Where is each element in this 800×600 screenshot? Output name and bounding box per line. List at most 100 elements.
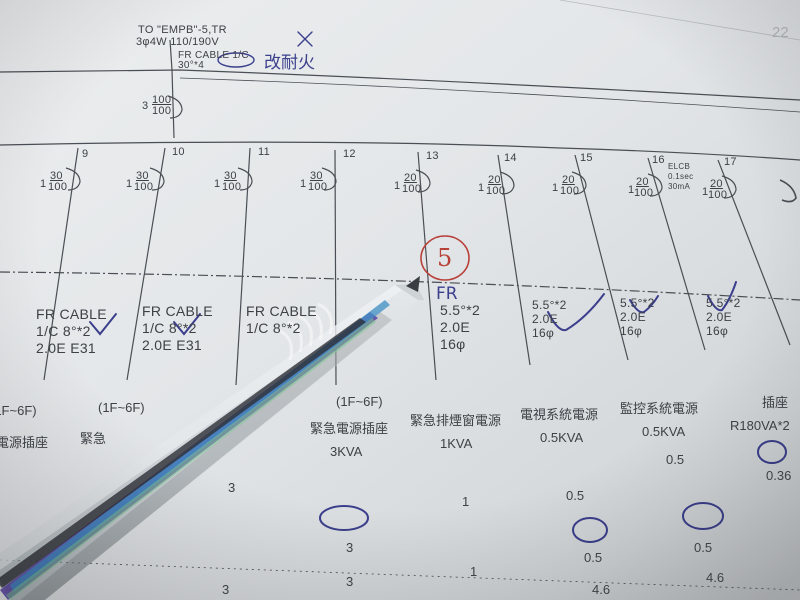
cable-ground: 2.0E	[620, 310, 646, 324]
elcb-time: 0.1sec	[668, 172, 694, 181]
value-2-1: 0.5	[584, 550, 603, 565]
cable-ground: 2.0E	[706, 310, 732, 324]
circled-number-mark: 5	[437, 244, 453, 272]
value-3-3: 4.6	[592, 582, 611, 597]
breaker-frame: 100	[48, 181, 68, 193]
header-cable-spec: 30°*4	[178, 60, 205, 71]
circuit-number: 13	[426, 150, 439, 162]
breaker-frame: 100	[486, 185, 506, 197]
value-3-1: 3	[346, 574, 354, 589]
load-name-5: 電視系統電源	[520, 407, 599, 422]
load-name-3: 緊急電源插座	[310, 421, 389, 436]
circuit-number: 11	[258, 146, 271, 158]
floor-label-3: (1F~6F)	[336, 394, 383, 409]
breaker-frame: 100	[402, 183, 422, 195]
cable-type: FR CABLE	[246, 303, 317, 319]
value-3-2: 1	[470, 564, 478, 579]
circuit-number: 10	[172, 146, 185, 158]
value-2-2: 0.5	[694, 540, 713, 555]
load-name-4: 緊急排煙窗電源	[410, 413, 502, 428]
breaker-poles: 1	[628, 184, 635, 196]
cable-conduit: 16φ	[620, 324, 643, 338]
cable-size: 1/C 8°*2	[142, 320, 197, 336]
circuit-number: 14	[504, 152, 517, 164]
value-0-0: 0.5	[666, 452, 685, 467]
cable-conduit: 16φ	[706, 324, 729, 338]
cable-block-6: 5.5°*2 2.0E 16φ	[620, 296, 655, 338]
load-name-6: 監控系統電源	[620, 401, 699, 416]
breaker-poles: 1	[394, 180, 401, 192]
cable-block-4: 5.5°*2 2.0E 16φ	[440, 302, 480, 353]
value-3-4: 4.6	[706, 570, 725, 585]
cable-block-1: FR CABLE 1/C 8°*2 2.0E E31	[36, 306, 107, 357]
cable-size: 5.5°*2	[440, 302, 481, 318]
feeder-frame: 100	[152, 105, 172, 117]
breaker-rating: 30	[136, 170, 149, 182]
breaker-rating: 30	[224, 170, 237, 182]
value-1-1: 1	[462, 494, 470, 509]
load-kva-6: 0.5KVA	[642, 424, 686, 439]
feeder-rating: 100	[152, 94, 172, 106]
breaker-frame: 100	[308, 181, 328, 193]
floor-label-2: (1F~6F)	[98, 400, 145, 415]
cable-ground: 2.0E	[532, 312, 558, 326]
cable-ground: 2.0E	[440, 319, 470, 335]
load-name-7: 插座	[762, 395, 789, 410]
floor-label-1: (1F~6F)	[0, 403, 37, 418]
circuit-number: 12	[343, 148, 356, 160]
breaker-frame: 100	[222, 181, 242, 193]
load-kva-3: 3KVA	[330, 444, 363, 459]
cable-block-5: 5.5°*2 2.0E 16φ	[532, 298, 567, 340]
page-corner-number: 22	[772, 24, 789, 41]
breaker-poles: 1	[214, 178, 221, 190]
breaker-rating: 20	[636, 176, 649, 188]
breaker-poles: 1	[702, 186, 709, 198]
value-3-0: 3	[222, 582, 230, 597]
breaker-frame: 100	[560, 185, 580, 197]
breaker-frame: 100	[134, 181, 154, 193]
feeder-poles: 3	[142, 100, 149, 112]
breaker-frame: 100	[634, 187, 654, 199]
value-1-2: 0.5	[566, 488, 585, 503]
cable-conduit: 2.0E E31	[36, 340, 96, 356]
breaker-poles: 1	[40, 178, 47, 190]
cable-size: 5.5°*2	[532, 298, 567, 312]
breaker-rating: 20	[710, 178, 723, 190]
cable-size: 1/C 8°*2	[246, 320, 301, 336]
load-kva-5: 0.5KVA	[540, 430, 584, 445]
breaker-rating: 20	[562, 174, 575, 186]
header-line-2: 3φ4W 110/190V	[136, 36, 219, 48]
header-line-1: TO "EMPB"-5,TR	[138, 24, 227, 36]
cable-conduit: 16φ	[532, 326, 555, 340]
elcb-label: ELCB	[668, 162, 691, 171]
load-name-1: 電源插座	[0, 435, 49, 450]
circuit-number: 15	[580, 152, 593, 164]
cable-block-7: 5.5°*2 2.0E 16φ	[706, 296, 741, 338]
breaker-rating: 20	[488, 174, 501, 186]
circuit-number: 16	[652, 154, 665, 166]
cable-size: 1/C 8°*2	[36, 323, 91, 339]
cable-size: 5.5°*2	[706, 296, 741, 310]
elcb-current: 30mA	[668, 182, 691, 191]
breaker-poles: 1	[126, 178, 133, 190]
cable-block-2: FR CABLE 1/C 8°*2 2.0E E31	[142, 303, 213, 354]
load-kva-7: R180VA*2	[730, 418, 790, 433]
cable-conduit: 16φ	[440, 336, 466, 352]
breaker-poles: 1	[300, 178, 307, 190]
breaker-rating: 20	[404, 172, 417, 184]
cable-block-3: FR CABLE 1/C 8°*2	[246, 303, 317, 337]
fr-handwritten-note: FR	[436, 284, 458, 304]
value-2-0: 3	[346, 540, 354, 555]
cable-type: FR CABLE	[142, 303, 213, 319]
breaker-rating: 30	[310, 170, 323, 182]
value-0-1: 0.36	[766, 468, 792, 483]
breaker-frame: 100	[708, 189, 728, 201]
load-kva-4: 1KVA	[440, 436, 473, 451]
breaker-poles: 1	[478, 182, 485, 194]
cable-type: FR CABLE	[36, 306, 107, 322]
breaker-rating: 30	[50, 170, 63, 182]
cable-size: 5.5°*2	[620, 296, 655, 310]
header-cable: FR CABLE 1/C	[178, 50, 249, 61]
value-1-0: 3	[228, 480, 236, 495]
